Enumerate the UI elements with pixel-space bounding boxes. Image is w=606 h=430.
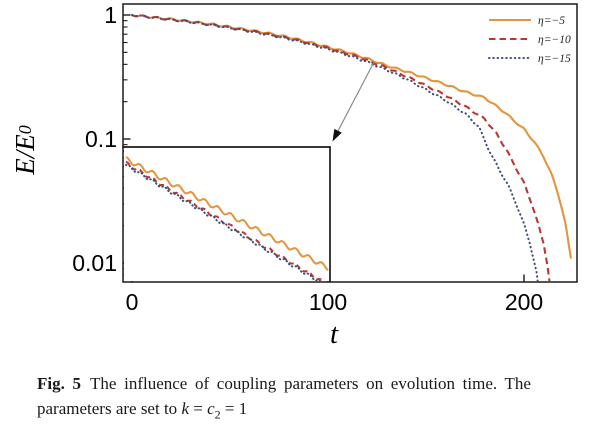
x-axis-label: t	[330, 318, 339, 350]
y-tick-label-0.1: 0.1	[85, 126, 117, 152]
caption-text: The influence of coupling parameters on …	[90, 374, 531, 393]
inset-curve-eta-15	[125, 163, 323, 281]
caption-var-c: c	[207, 399, 215, 418]
caption-var-k: k	[181, 399, 189, 418]
callout-arrow-head-icon	[332, 128, 342, 142]
legend-label-eta-5: η=−5	[538, 15, 565, 27]
inset-curve-eta-10	[125, 160, 325, 281]
y-tick-label-0.01: 0.01	[72, 250, 117, 276]
x-tick-label-100: 100	[309, 289, 347, 315]
inset-curve-eta-5	[125, 155, 329, 271]
figure-caption: Fig. 5 The influence of coupling paramete…	[37, 371, 575, 427]
legend-label-eta-15: η=−15	[538, 53, 571, 65]
x-tick-label-200: 200	[505, 289, 543, 315]
caption-var-c-sub: 2	[214, 407, 221, 422]
legend-label-eta-10: η=−10	[538, 34, 571, 46]
caption-line-2: parameters are set to k = c2 = 1	[37, 399, 248, 422]
series-line-eta-15	[131, 14, 539, 283]
y-label-slash: /	[9, 150, 40, 159]
y-label-subscript: 0	[14, 125, 35, 135]
y-label-E2: E	[9, 134, 40, 151]
caption-line-1: Fig. 5 The influence of coupling paramete…	[37, 371, 575, 396]
y-label-E: E	[9, 158, 40, 175]
plot-frame	[122, 3, 578, 283]
y-tick-label-1: 1	[104, 2, 117, 28]
x-tick-label-0: 0	[126, 289, 139, 315]
y-axis-label: E / E 0	[0, 125, 67, 175]
caption-fig-number: Fig. 5	[37, 374, 82, 393]
plot-canvas: 1 0.1 0.01 0 100 200 η=−5 η=−10 η=−15	[72, 2, 578, 315]
callout-arrow-line	[336, 61, 375, 133]
